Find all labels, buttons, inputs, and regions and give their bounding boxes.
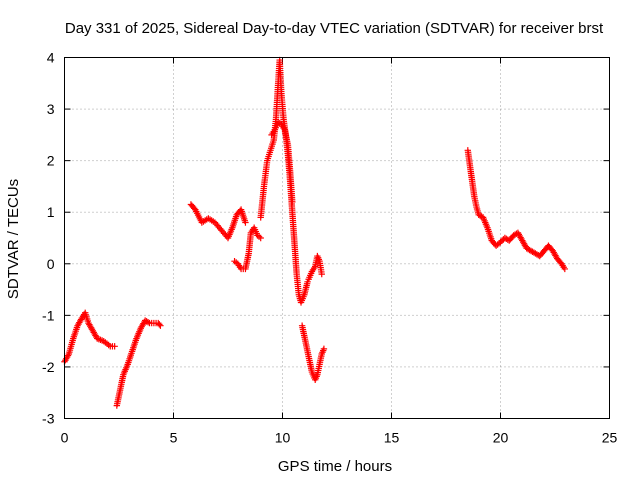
y-tick-label: 4 bbox=[47, 50, 55, 66]
x-tick-label: 10 bbox=[275, 430, 291, 446]
y-tick-label: 0 bbox=[47, 256, 55, 272]
y-tick-label: 1 bbox=[47, 204, 55, 220]
series-seg7 bbox=[298, 322, 328, 384]
x-tick-label: 25 bbox=[602, 430, 618, 446]
y-tick-label: -1 bbox=[42, 307, 55, 323]
data-point bbox=[561, 265, 569, 273]
data-point bbox=[242, 219, 249, 226]
series-seg9 bbox=[464, 147, 569, 273]
y-tick-label: 2 bbox=[47, 153, 55, 169]
y-tick-labels: -3 -2 -1 0 1 2 3 4 bbox=[42, 50, 55, 427]
series-seg4 bbox=[231, 224, 264, 273]
data-point bbox=[257, 234, 264, 242]
y-axis-label: SDTVAR / TECUs bbox=[5, 179, 22, 299]
chart-title: Day 331 of 2025, Sidereal Day-to-day VTE… bbox=[65, 20, 604, 37]
data-point bbox=[111, 343, 118, 350]
data-point bbox=[498, 237, 506, 244]
data-points bbox=[61, 56, 569, 409]
y-tick-label: -2 bbox=[42, 359, 55, 375]
series-seg6 bbox=[268, 118, 296, 206]
x-tick-labels: 0 5 10 15 20 25 bbox=[61, 430, 618, 446]
x-tick-label: 20 bbox=[493, 430, 509, 446]
series-seg3 bbox=[187, 201, 249, 242]
x-tick-label: 0 bbox=[61, 430, 69, 446]
x-axis-label: GPS time / hours bbox=[278, 458, 392, 475]
y-tick-label: 3 bbox=[47, 101, 55, 117]
data-point bbox=[497, 238, 504, 246]
data-point bbox=[318, 270, 325, 278]
plot-frame bbox=[64, 57, 610, 419]
data-point bbox=[157, 322, 164, 329]
y-tick-label: -3 bbox=[42, 411, 55, 427]
x-tick-label: 5 bbox=[170, 430, 178, 446]
data-point bbox=[289, 198, 296, 206]
data-point bbox=[320, 345, 328, 353]
series-seg1 bbox=[61, 309, 118, 365]
data-point bbox=[156, 321, 163, 328]
x-tick-label: 15 bbox=[384, 430, 400, 446]
data-point bbox=[144, 319, 152, 326]
series-seg8 bbox=[305, 252, 325, 283]
series-seg2 bbox=[113, 317, 164, 409]
